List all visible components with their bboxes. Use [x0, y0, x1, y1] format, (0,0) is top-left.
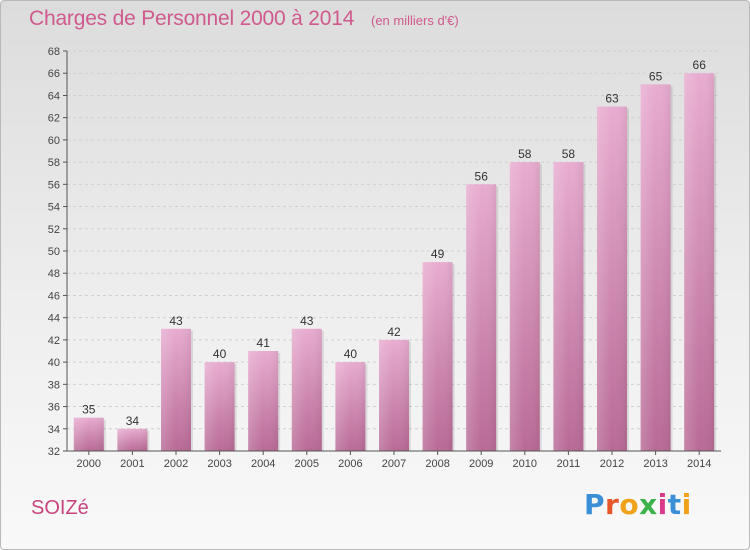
bar-shine	[204, 362, 235, 451]
y-tick-label: 58	[48, 157, 60, 169]
x-tick-label-2009: 2009	[469, 458, 493, 470]
value-label-2010: 58	[518, 147, 532, 161]
x-tick-label-2003: 2003	[207, 458, 231, 470]
bar-shine	[684, 73, 715, 451]
y-tick-label: 32	[48, 446, 60, 458]
y-tick-label: 38	[48, 379, 60, 391]
x-tick-label-2010: 2010	[513, 458, 537, 470]
y-tick-label: 40	[48, 357, 60, 369]
bar-shine	[73, 417, 104, 451]
bar-shine	[553, 162, 584, 451]
value-label-2004: 41	[257, 336, 271, 350]
x-tick-label-2000: 2000	[77, 458, 101, 470]
y-tick-label: 64	[48, 90, 60, 102]
x-tick-label-2001: 2001	[120, 458, 144, 470]
x-tick-label-2004: 2004	[251, 458, 275, 470]
logo-letter: i	[657, 488, 668, 521]
y-tick-label: 44	[48, 313, 60, 325]
chart-title: Charges de Personnel 2000 à 2014	[29, 7, 355, 30]
y-tick-label: 66	[48, 68, 60, 80]
town-name: SOIZé	[31, 497, 89, 519]
logo-letter: P	[584, 488, 606, 521]
value-label-2013: 65	[649, 69, 663, 83]
bar-shine	[291, 328, 322, 451]
x-tick-label-2008: 2008	[425, 458, 449, 470]
chart-subtitle: (en milliers d'€)	[371, 13, 459, 28]
value-label-2003: 40	[213, 347, 227, 361]
labels: 35 34 43 40 41 43 40 42 49 56 58 58 63 65 66	[82, 58, 706, 428]
y-tick-label: 54	[48, 202, 60, 214]
value-label-2011: 58	[562, 147, 576, 161]
bar-shine	[466, 184, 497, 452]
bar-shine	[248, 351, 279, 451]
value-label-2009: 56	[475, 169, 489, 183]
bar-shine	[117, 428, 148, 451]
x-tick-label-2006: 2006	[338, 458, 362, 470]
y-tick-label: 34	[48, 424, 60, 436]
value-label-2006: 40	[344, 347, 358, 361]
x-tick-label-2007: 2007	[382, 458, 406, 470]
logo-letter: t	[667, 488, 682, 521]
logo-letter: x	[639, 488, 658, 521]
x-tick-label-2011: 2011	[557, 458, 581, 470]
x-tick-label-2012: 2012	[600, 458, 624, 470]
y-tick-label: 42	[48, 335, 60, 347]
bar-shine	[597, 106, 627, 452]
value-label-2012: 63	[605, 92, 619, 106]
value-label-2000: 35	[82, 403, 96, 417]
logo-letter: o	[619, 488, 640, 521]
bar-shine	[509, 162, 540, 451]
x-tick-label-2014: 2014	[687, 458, 711, 470]
bar-shine	[422, 262, 453, 451]
x-tick-label-2013: 2013	[643, 458, 667, 470]
y-tick-label: 36	[48, 402, 60, 414]
y-tick-label: 62	[48, 113, 60, 125]
value-label-2014: 66	[693, 58, 707, 72]
value-label-2005: 43	[300, 314, 314, 328]
y-tick-label: 52	[48, 224, 60, 236]
bar-shine	[335, 362, 366, 451]
logo-letter: i	[681, 488, 692, 521]
y-tick-label: 60	[48, 135, 60, 147]
bar-shine	[161, 328, 191, 451]
logo-letter: r	[605, 488, 620, 521]
y-tick-label: 56	[48, 179, 60, 191]
value-label-2007: 42	[387, 325, 401, 339]
bar-shine	[640, 84, 671, 451]
value-label-2008: 49	[431, 247, 445, 261]
axes: 32 34 36 38 40 42 44 46 48 50 52 54 56 58 60 62 64 66 68 20…	[48, 46, 721, 470]
value-label-2001: 34	[126, 414, 140, 428]
proxiti-logo: Proxiti	[584, 488, 692, 521]
y-tick-label: 48	[48, 268, 60, 280]
y-tick-label: 68	[48, 46, 60, 58]
bar-shine	[379, 339, 409, 451]
value-label-2002: 43	[169, 314, 183, 328]
x-tick-label-2005: 2005	[295, 458, 319, 470]
y-tick-label: 50	[48, 246, 60, 258]
bars	[73, 73, 717, 452]
y-tick-label: 46	[48, 290, 60, 302]
x-tick-label-2002: 2002	[164, 458, 188, 470]
